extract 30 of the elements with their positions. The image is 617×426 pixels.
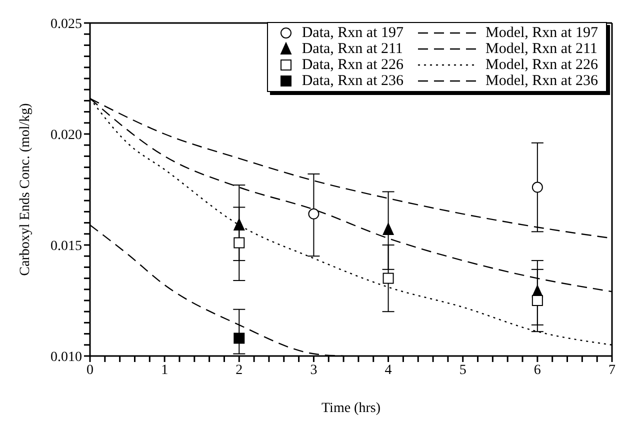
x-tick-label: 1 — [161, 362, 168, 378]
legend-label: Model, Rxn at 197 — [486, 25, 598, 41]
point — [234, 218, 245, 231]
point — [234, 332, 245, 344]
legend-label: Model, Rxn at 226 — [486, 57, 598, 73]
y-axis-title: Carboxyl Ends Conc. (mol/kg) — [18, 102, 33, 276]
x-tick-label: 0 — [86, 362, 94, 378]
x-tick-label: 3 — [310, 362, 318, 378]
point — [234, 237, 245, 248]
legend-label: Model, Rxn at 211 — [486, 41, 598, 57]
y-tick-label: 0.015 — [50, 238, 82, 254]
x-tick-label: 6 — [534, 362, 541, 378]
legend-label: Data, Rxn at 197 — [302, 25, 404, 41]
point — [308, 208, 320, 220]
y-tick-label: 0.020 — [50, 128, 82, 143]
x-axis-title: Time (hrs) — [322, 401, 381, 416]
point — [382, 222, 394, 235]
x-tick-label: 5 — [459, 362, 466, 378]
y-tick-label: 0.010 — [50, 350, 82, 365]
y-tick-label: 0.025 — [50, 16, 82, 32]
point — [532, 182, 543, 193]
x-tick-label: 2 — [236, 362, 243, 378]
point — [382, 272, 394, 284]
legend-label: Data, Rxn at 211 — [302, 41, 403, 57]
legend-label: Data, Rxn at 226 — [302, 57, 404, 73]
x-tick-label: 4 — [384, 362, 392, 378]
point — [532, 295, 543, 306]
legend-label: Model, Rxn at 236 — [486, 73, 598, 89]
legend-label: Data, Rxn at 236 — [302, 73, 404, 89]
x-tick-label: 7 — [608, 362, 616, 378]
